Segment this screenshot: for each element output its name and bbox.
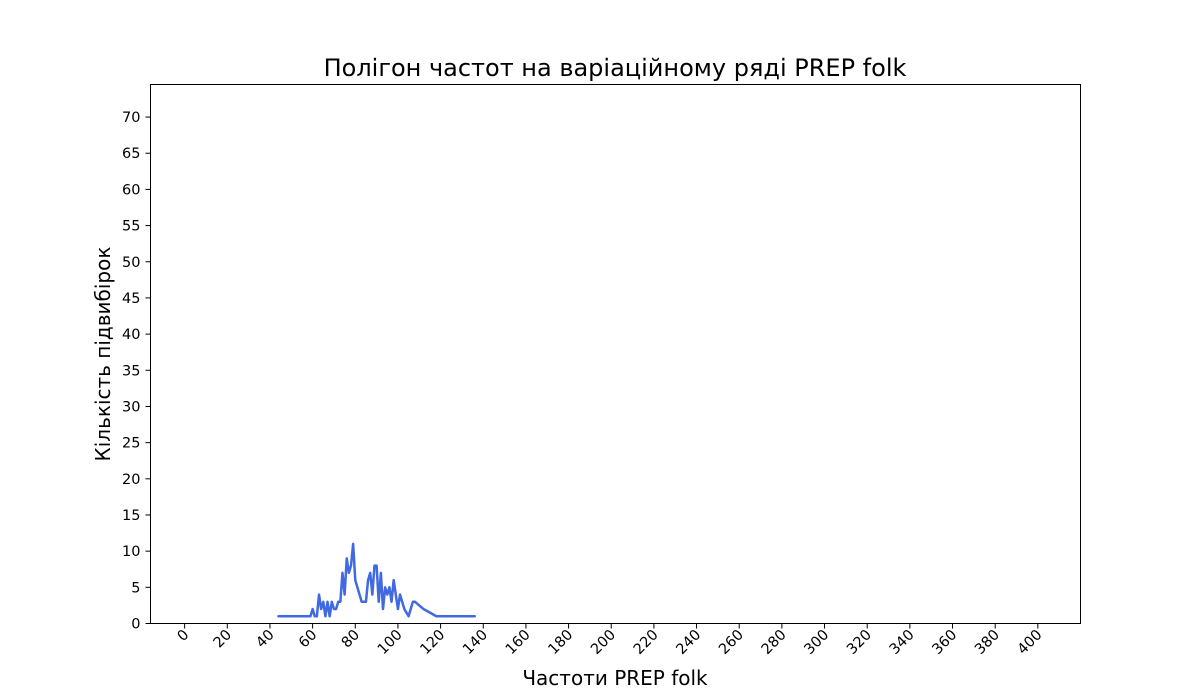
x-tick-label: 120 bbox=[418, 627, 449, 658]
y-tick-label: 5 bbox=[131, 580, 140, 596]
y-tick-label: 25 bbox=[122, 436, 140, 452]
x-tick-label: 380 bbox=[972, 627, 1003, 658]
plot-area bbox=[150, 84, 1081, 624]
x-tick-label: 360 bbox=[929, 627, 960, 658]
x-tick-label: 40 bbox=[253, 627, 277, 651]
x-tick-label: 60 bbox=[296, 627, 320, 651]
x-tick-label: 200 bbox=[588, 627, 619, 658]
y-tick-label: 65 bbox=[122, 146, 140, 162]
x-tick-label: 140 bbox=[460, 627, 491, 658]
x-axis-label: Частоти PREP folk bbox=[522, 666, 708, 690]
y-tick-label: 45 bbox=[122, 291, 140, 307]
x-tick-label: 0 bbox=[175, 627, 193, 645]
x-tick-label: 20 bbox=[211, 627, 235, 651]
y-tick-label: 70 bbox=[122, 110, 140, 126]
y-tick-label: 40 bbox=[122, 327, 140, 343]
y-tick-label: 55 bbox=[122, 219, 140, 235]
y-tick-label: 50 bbox=[122, 255, 140, 271]
x-tick-label: 80 bbox=[339, 627, 363, 651]
x-tick-label: 220 bbox=[631, 627, 662, 658]
y-tick-label: 0 bbox=[131, 617, 140, 633]
x-tick-label: 180 bbox=[546, 627, 577, 658]
x-tick-label: 160 bbox=[503, 627, 534, 658]
y-tick-label: 30 bbox=[122, 399, 140, 415]
x-tick-label: 260 bbox=[716, 627, 747, 658]
x-tick-label: 320 bbox=[844, 627, 875, 658]
x-tick-label: 280 bbox=[759, 627, 790, 658]
x-tick-label: 240 bbox=[673, 627, 704, 658]
series-line bbox=[277, 542, 476, 618]
y-axis: 0 5 10 15 20 25 30 35 40 45 50 55 60 65 70 bbox=[122, 110, 151, 633]
x-tick-label: 100 bbox=[375, 627, 406, 658]
x-axis: 0 20 40 60 80 100 120 140 160 180 200 220 240 260 280 3… bbox=[175, 623, 1046, 658]
y-axis-label: Кількість підвибірок bbox=[91, 247, 115, 462]
y-tick-label: 15 bbox=[122, 508, 140, 524]
y-tick-label: 20 bbox=[122, 472, 140, 488]
y-tick-label: 35 bbox=[122, 363, 140, 379]
y-tick-label: 60 bbox=[122, 182, 140, 198]
chart-title: Полігон частот на варіаційному ряді PREP… bbox=[324, 54, 907, 82]
series-group bbox=[277, 542, 476, 618]
x-tick-label: 300 bbox=[801, 627, 832, 658]
x-tick-label: 400 bbox=[1015, 627, 1046, 658]
y-tick-label: 10 bbox=[122, 544, 140, 560]
x-tick-label: 340 bbox=[887, 627, 918, 658]
